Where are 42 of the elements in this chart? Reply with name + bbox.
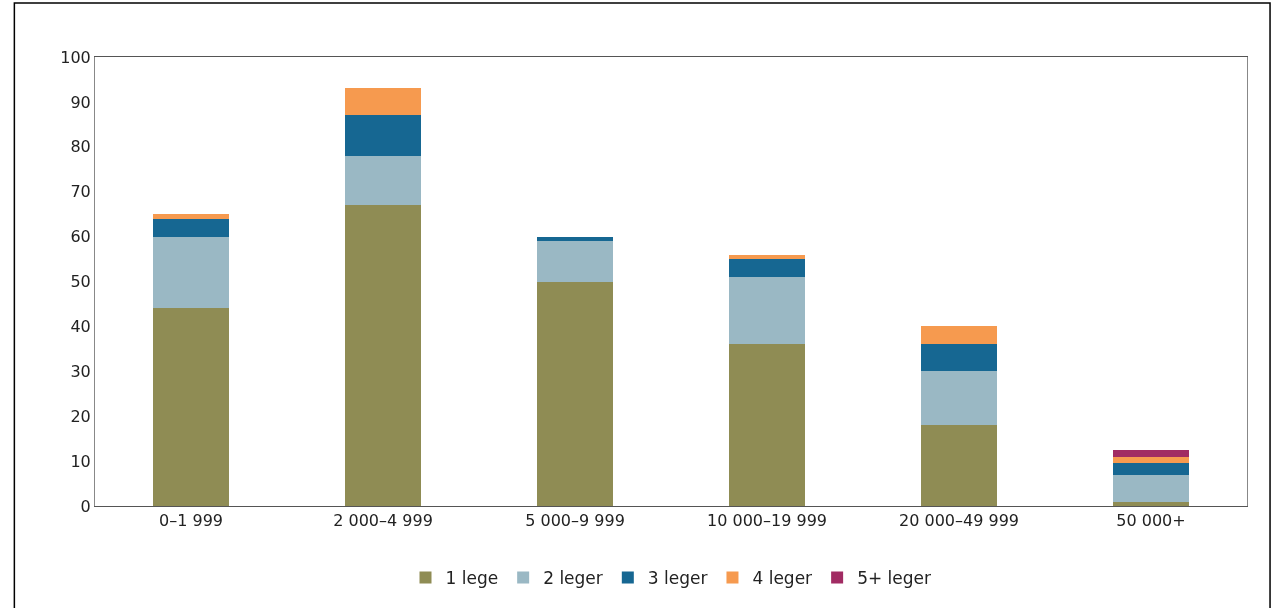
bar xyxy=(344,88,422,116)
legend-label: 4 leger xyxy=(752,568,813,589)
bar xyxy=(920,344,998,372)
bar xyxy=(728,277,806,345)
y-tick-label: 20 xyxy=(70,406,91,426)
y-tick-label: 0 xyxy=(80,496,91,516)
bar xyxy=(920,425,998,506)
y-tick-label: 80 xyxy=(70,137,91,157)
bar xyxy=(152,218,230,237)
bar xyxy=(536,241,614,282)
bar xyxy=(344,205,422,506)
bar xyxy=(1112,463,1190,475)
y-tick-label: 10 xyxy=(70,451,91,471)
y-tick-label: 60 xyxy=(70,227,91,247)
bar xyxy=(536,281,614,506)
bar xyxy=(152,214,230,219)
bar xyxy=(1112,474,1190,502)
legend-label: 1 lege xyxy=(445,568,499,589)
bar xyxy=(1112,449,1190,457)
bar xyxy=(344,115,422,156)
y-tick-label: 40 xyxy=(70,317,91,336)
x-tick-label: 50 000+ xyxy=(1116,511,1186,531)
bar xyxy=(920,326,998,345)
y-tick-label: 70 xyxy=(70,182,91,202)
bar xyxy=(344,155,422,206)
y-tick-label: 30 xyxy=(70,361,91,381)
bar xyxy=(728,259,806,278)
x-tick-label: 0–1 999 xyxy=(159,511,223,531)
bar xyxy=(152,236,230,309)
x-tick-label: 10 000–19 999 xyxy=(707,511,827,531)
legend-label: 2 leger xyxy=(543,568,603,589)
bar xyxy=(728,344,806,506)
y-tick-label: 100 xyxy=(60,47,91,67)
legend-label: 3 leger xyxy=(647,568,708,589)
legend-label: 5+ leger xyxy=(857,568,932,589)
x-tick-label: 5 000–9 999 xyxy=(525,511,625,531)
x-tick-label: 20 000–49 999 xyxy=(899,511,1019,531)
y-tick-label: 90 xyxy=(70,92,91,112)
bar xyxy=(920,371,998,426)
bar xyxy=(152,308,230,506)
y-tick-label: 50 xyxy=(70,272,91,292)
x-tick-label: 2 000–4 999 xyxy=(333,511,433,531)
